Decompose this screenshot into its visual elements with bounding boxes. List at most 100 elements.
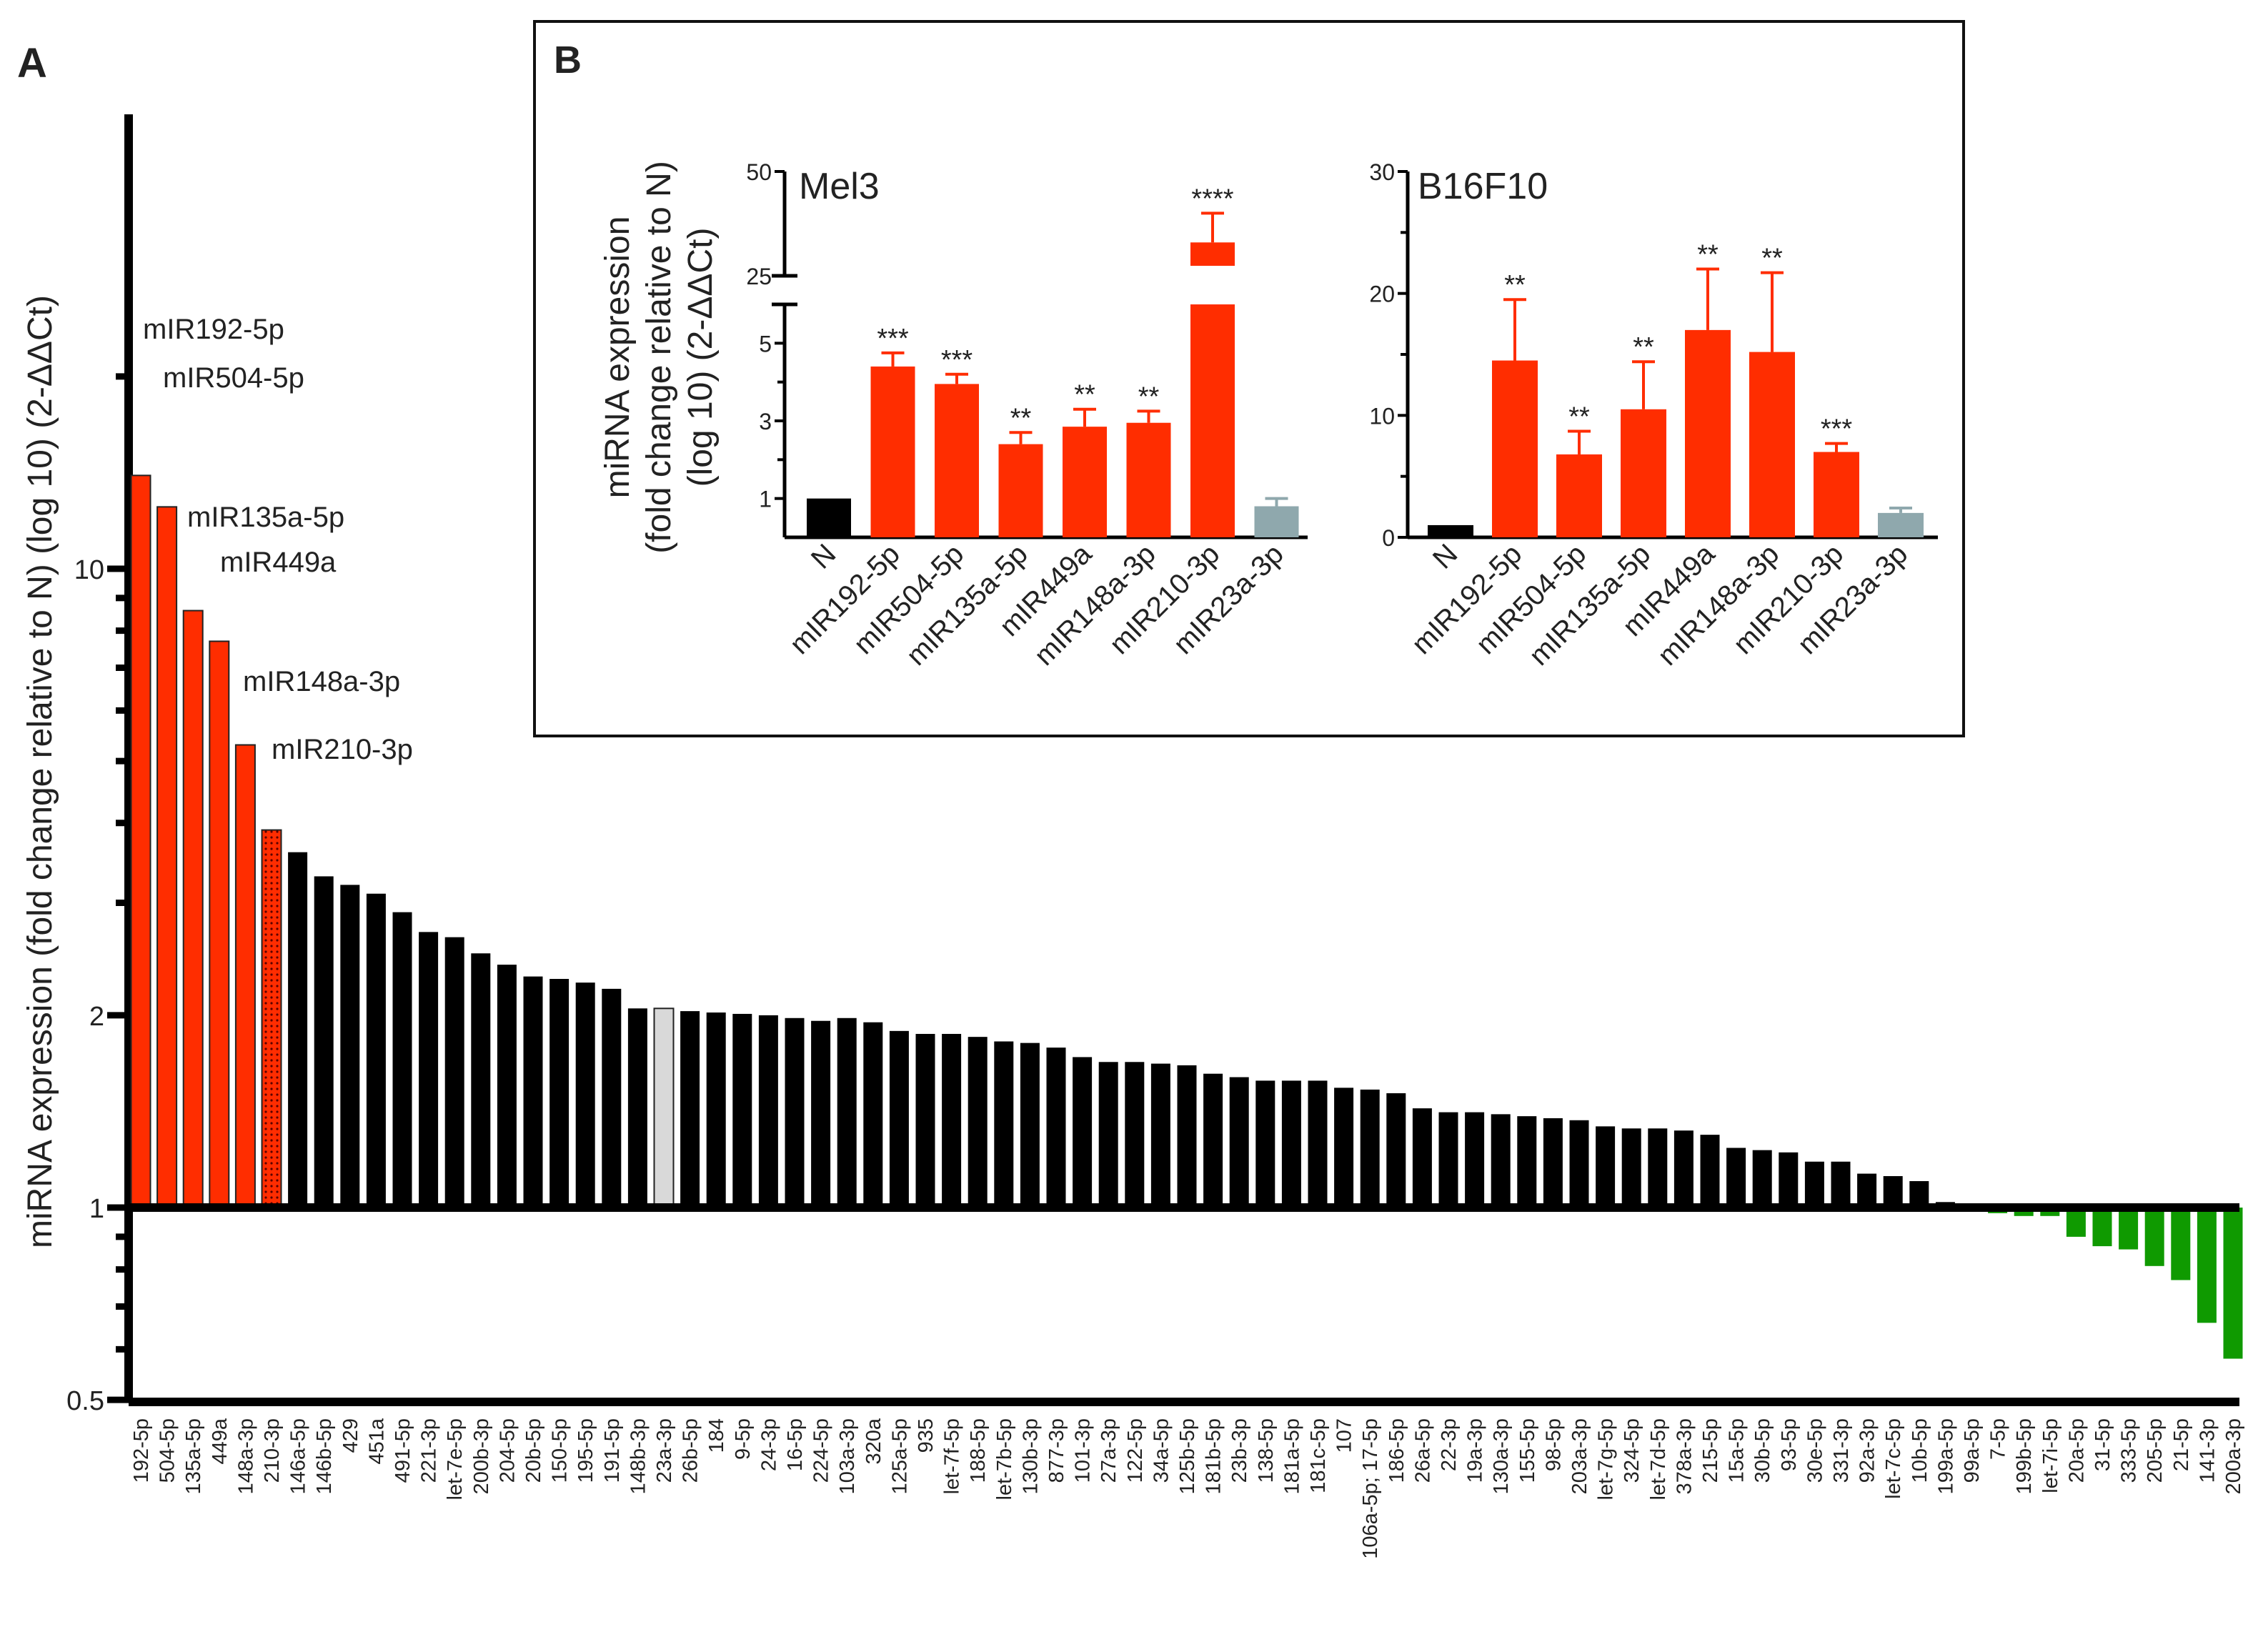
y-tick-label: 50 <box>746 159 772 185</box>
x-tick-label: 24-3p <box>757 1418 780 1471</box>
bar-205-5p <box>2144 1208 2164 1266</box>
x-tick-label: 135a-5p <box>182 1418 205 1494</box>
x-tick-label: 26a-5p <box>1411 1418 1434 1483</box>
x-tick-label: 9-5p <box>732 1418 755 1460</box>
bar-mIR210-3p-upper <box>1190 242 1235 266</box>
significance-label: **** <box>1191 184 1233 214</box>
bar-125a-5p <box>889 1030 909 1208</box>
x-tick-label: 103a-3p <box>836 1418 859 1494</box>
x-tick-label: 16-5p <box>784 1418 807 1471</box>
bar-449a <box>209 640 230 1208</box>
x-tick-label: 92a-3p <box>1856 1418 1879 1483</box>
bar-224-5p <box>811 1020 831 1208</box>
x-tick-label: 324-5p <box>1621 1418 1643 1483</box>
x-tick-label: 203a-3p <box>1568 1418 1591 1494</box>
y-tick-label: 25 <box>746 264 772 289</box>
bar-mIR210-3p-lower <box>1190 304 1235 537</box>
bar-215-5p <box>1700 1135 1720 1208</box>
x-tick-label: 378a-3p <box>1673 1418 1696 1494</box>
bar-125b-5p <box>1177 1065 1197 1208</box>
y-axis-title-line: (fold change relative to N) <box>640 161 678 554</box>
bar-130b-3p <box>1020 1043 1040 1208</box>
x-tick-label: 221-3p <box>418 1418 441 1483</box>
x-tick-label: 429 <box>339 1418 362 1453</box>
chart-title: Mel3 <box>799 166 880 207</box>
significance-label: ** <box>1504 270 1526 300</box>
panel-b-frame <box>533 20 1965 737</box>
x-tick-label: 138-5p <box>1255 1418 1278 1483</box>
bar-203a-3p <box>1569 1120 1589 1208</box>
x-tick-label: 181c-5p <box>1307 1418 1330 1493</box>
x-tick-label: 125b-5p <box>1176 1418 1199 1494</box>
bar-181b-5p <box>1203 1073 1223 1208</box>
bar-19a-3p <box>1465 1112 1485 1208</box>
x-tick-label: 15a-5p <box>1726 1418 1749 1483</box>
bar-200b-3p <box>471 953 491 1208</box>
bar-27a-3p <box>1098 1062 1118 1208</box>
bar-26b-5p <box>680 1011 700 1208</box>
x-tick-label: 504-5p <box>156 1418 179 1483</box>
bar-378a-3p <box>1673 1130 1694 1208</box>
bar-491-5p <box>392 912 412 1208</box>
bar-221-3p <box>419 932 439 1208</box>
x-tick-label: 181b-5p <box>1203 1418 1225 1494</box>
significance-label: ** <box>1633 332 1654 362</box>
bar-210-3p <box>261 829 282 1208</box>
bar-192-5p <box>130 474 151 1208</box>
bar-107 <box>1334 1088 1354 1208</box>
bar-184 <box>706 1012 726 1208</box>
bar-let-7e-5p <box>444 937 464 1208</box>
bar-429 <box>340 885 360 1208</box>
x-tick-label: 99a-5p <box>1961 1418 1984 1483</box>
bar-annotation: mIR135a-5p <box>187 502 344 533</box>
x-tick-label: 93-5p <box>1778 1418 1801 1471</box>
bar-135a-5p <box>182 609 204 1208</box>
bar-101-3p <box>1073 1057 1093 1208</box>
bar-93-5p <box>1779 1152 1799 1208</box>
y-tick-label: 10 <box>1369 403 1395 429</box>
bar-let-7f-5p <box>942 1033 962 1208</box>
y-tick-label: 1 <box>759 487 772 512</box>
x-tick-label: 210-3p <box>261 1418 284 1483</box>
x-tick-label: 215-5p <box>1699 1418 1722 1483</box>
significance-label: ** <box>1010 403 1032 433</box>
x-tick-label: 188-5p <box>967 1418 990 1483</box>
bar-mIR504-5p <box>1556 454 1602 537</box>
bar-34a-5p <box>1150 1063 1170 1208</box>
x-tick-label: 101-3p <box>1072 1418 1095 1483</box>
bar-98-5p <box>1543 1118 1563 1208</box>
x-tick-label: 23b-3p <box>1228 1418 1251 1483</box>
bar-31-5p <box>2092 1208 2112 1247</box>
x-tick-label: 199b-5p <box>2013 1418 2036 1494</box>
bar-181c-5p <box>1308 1080 1328 1208</box>
x-tick-label: 107 <box>1333 1418 1356 1453</box>
bar-let-7c-5p <box>1883 1175 1903 1208</box>
bar-mIR210-3p <box>1814 452 1859 537</box>
x-tick-label: 186-5p <box>1386 1418 1408 1483</box>
bar-122-5p <box>1125 1062 1145 1208</box>
bar-150-5p <box>549 979 570 1208</box>
y-tick-label: 20 <box>1369 282 1395 307</box>
x-tick-label: 106a-5p; 17-5p <box>1359 1418 1382 1559</box>
bar-333-5p <box>2119 1208 2139 1250</box>
significance-label: *** <box>877 324 909 354</box>
bar-103a-3p <box>837 1017 857 1208</box>
bar-23b-3p <box>1229 1077 1249 1208</box>
x-tick-label: let-7e-5p <box>444 1418 467 1500</box>
y-axis-title-line: miRNA expression <box>599 217 637 499</box>
x-tick-label: 204-5p <box>496 1418 519 1483</box>
bar-191-5p <box>602 988 622 1208</box>
x-tick-label: 30e-5p <box>1804 1418 1826 1483</box>
x-tick-label: 30b-5p <box>1751 1418 1774 1483</box>
bar-N <box>807 498 851 537</box>
x-tick-label: 34a-5p <box>1150 1418 1173 1483</box>
bar-188-5p <box>968 1037 988 1208</box>
x-tick-label: let-7f-5p <box>941 1418 964 1494</box>
x-tick-label: 20b-5p <box>522 1418 545 1483</box>
x-tick-label: 181a-5p <box>1280 1418 1303 1494</box>
bar-204-5p <box>497 965 517 1208</box>
bar-mIR148a-3p <box>1126 422 1171 537</box>
